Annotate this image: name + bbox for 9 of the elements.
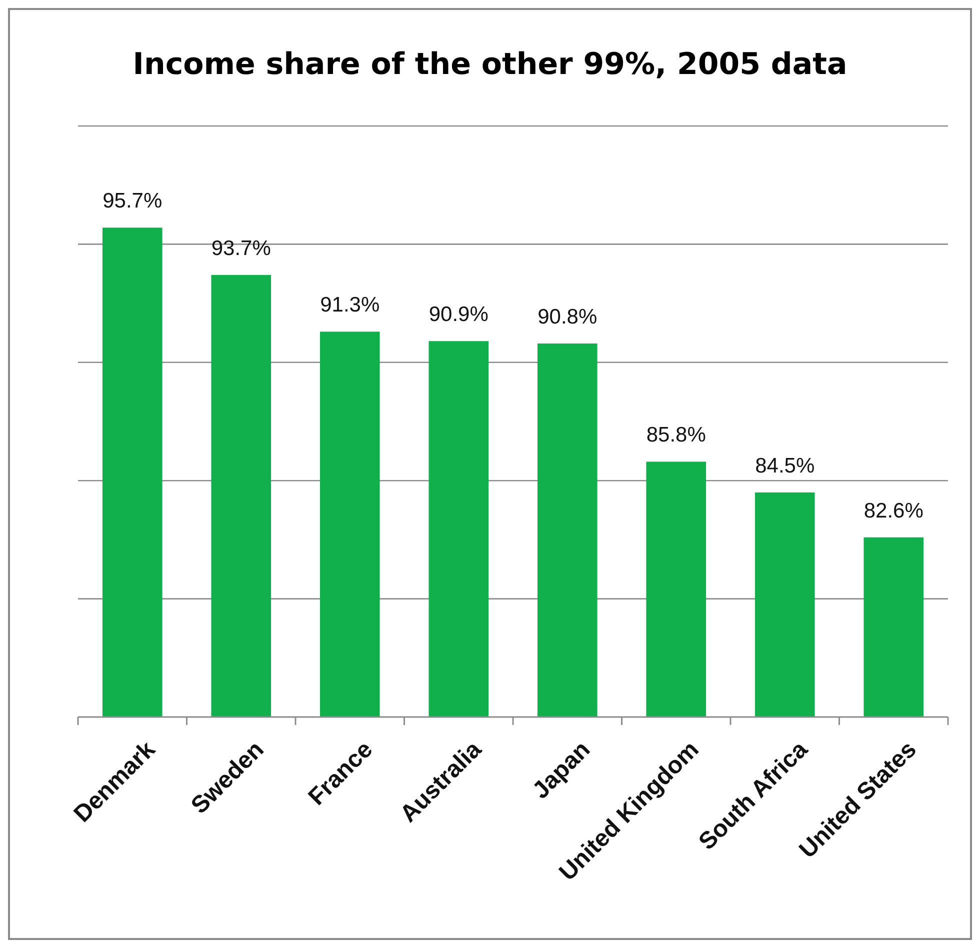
- data-label: 90.9%: [428, 303, 488, 326]
- data-label: 90.8%: [538, 305, 598, 328]
- data-label: 82.6%: [864, 499, 924, 522]
- data-label: 85.8%: [646, 424, 706, 447]
- data-label: 95.7%: [102, 190, 162, 213]
- chart-title: Income share of the other 99%, 2005 data: [132, 47, 848, 82]
- data-label: 93.7%: [211, 236, 271, 260]
- data-label: 91.3%: [320, 294, 380, 317]
- data-label: 84.5%: [755, 454, 815, 478]
